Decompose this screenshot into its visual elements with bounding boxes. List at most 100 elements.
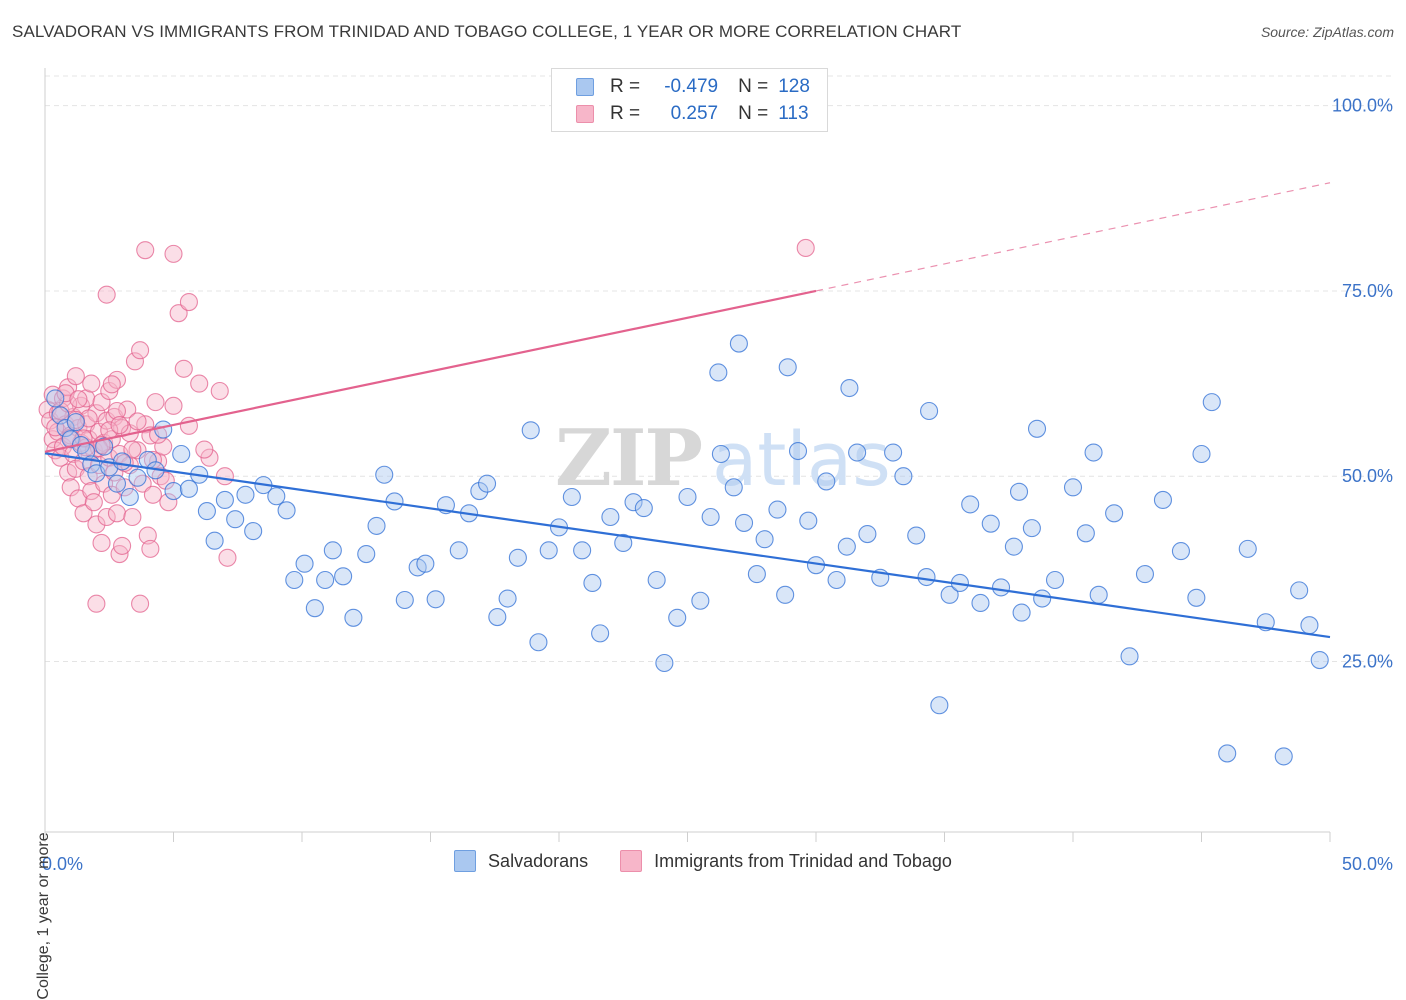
data-point	[724, 478, 743, 497]
axes	[44, 68, 1331, 842]
data-point	[848, 443, 867, 462]
data-point	[128, 468, 147, 487]
data-point	[107, 474, 127, 493]
data-point	[747, 565, 766, 584]
legend-r-label: R =	[610, 76, 641, 97]
data-point	[416, 554, 435, 573]
data-point	[917, 567, 936, 587]
data-point	[82, 374, 101, 393]
data-point	[131, 594, 150, 613]
data-point	[56, 419, 75, 438]
data-point	[521, 421, 540, 440]
data-point	[1120, 647, 1139, 666]
data-point	[583, 573, 602, 593]
data-point	[179, 293, 198, 312]
data-point	[74, 504, 93, 523]
data-point	[154, 420, 173, 439]
data-point	[97, 507, 116, 527]
data-point	[529, 633, 548, 652]
data-point	[197, 502, 216, 521]
data-point	[107, 401, 127, 421]
source-label: Source: ZipAtlas.com	[1260, 24, 1394, 40]
data-point	[796, 238, 815, 258]
data-point	[138, 526, 157, 545]
data-point	[164, 244, 183, 263]
data-point	[190, 374, 209, 393]
data-point	[125, 352, 144, 371]
trend-line-trinidad	[44, 289, 817, 453]
data-point	[66, 367, 85, 386]
data-point	[840, 378, 859, 398]
legend-r-value: 0.257	[670, 103, 719, 124]
data-point	[1218, 744, 1237, 763]
data-point	[647, 570, 666, 590]
legend-n-label: N =	[738, 103, 769, 124]
data-point	[1300, 616, 1319, 635]
data-point	[768, 500, 787, 519]
legend-swatch-blue	[576, 78, 594, 96]
y-tick-label: 25.0%	[1342, 652, 1393, 672]
series-salvadoran-points	[46, 334, 1329, 766]
chart-title: SALVADORAN VS IMMIGRANTS FROM TRINIDAD A…	[12, 22, 962, 41]
data-point	[573, 541, 592, 560]
data-point	[884, 443, 903, 462]
data-point	[1192, 444, 1211, 464]
data-point	[344, 608, 363, 627]
data-point	[709, 363, 728, 382]
data-point	[894, 467, 913, 486]
data-point	[1004, 537, 1023, 556]
data-point	[143, 485, 162, 504]
data-point	[426, 590, 445, 609]
data-point	[113, 536, 132, 555]
legend-swatch-blue	[454, 850, 477, 872]
data-point	[285, 570, 304, 590]
data-point	[920, 401, 939, 421]
data-point	[624, 493, 643, 512]
scatter-chart: ZIP atlas 25.0%50.0%75.0%100.0%0.0% 50.0%	[38, 68, 1395, 874]
data-point	[174, 359, 193, 378]
data-point	[907, 526, 926, 545]
data-point	[1089, 585, 1108, 604]
data-point	[123, 507, 142, 527]
data-point	[236, 485, 255, 504]
data-point	[488, 608, 507, 627]
data-point	[734, 513, 754, 532]
legend-n-label: N =	[738, 76, 769, 97]
y-tick-label: 100.0%	[1332, 96, 1393, 116]
data-point	[778, 358, 797, 377]
data-point	[131, 341, 150, 360]
data-point	[136, 241, 155, 260]
data-point	[305, 599, 324, 618]
data-point	[1187, 588, 1206, 607]
data-point	[113, 452, 132, 471]
data-point	[46, 389, 65, 408]
data-point	[601, 507, 620, 527]
trend-lines	[44, 182, 1331, 639]
data-point	[614, 533, 633, 552]
data-point	[169, 304, 188, 323]
y-tick-label: 75.0%	[1342, 281, 1393, 301]
data-point	[711, 444, 730, 464]
data-point	[799, 511, 818, 530]
legend-n-value: 113	[778, 103, 809, 124]
legend-label-salvadorans: Salvadorans	[488, 850, 589, 871]
data-point	[1076, 524, 1095, 543]
data-point	[146, 393, 165, 412]
data-point	[69, 390, 88, 409]
data-point	[691, 591, 710, 610]
data-point	[837, 537, 856, 556]
data-point	[95, 437, 114, 456]
data-point	[133, 474, 152, 493]
data-point	[215, 490, 234, 510]
data-point	[110, 416, 129, 435]
legend-label-trinidad: Immigrants from Trinidad and Tobago	[654, 850, 952, 871]
data-point	[981, 514, 1000, 533]
tick-labels: 25.0% 50.0% 75.0% 100.0% 0.0% 50.0%	[42, 96, 1393, 874]
data-point	[729, 334, 748, 353]
data-point	[1105, 504, 1124, 523]
data-point	[498, 589, 517, 608]
data-point	[128, 412, 147, 431]
data-point	[367, 516, 386, 535]
data-point	[634, 499, 653, 518]
data-point	[107, 504, 127, 523]
